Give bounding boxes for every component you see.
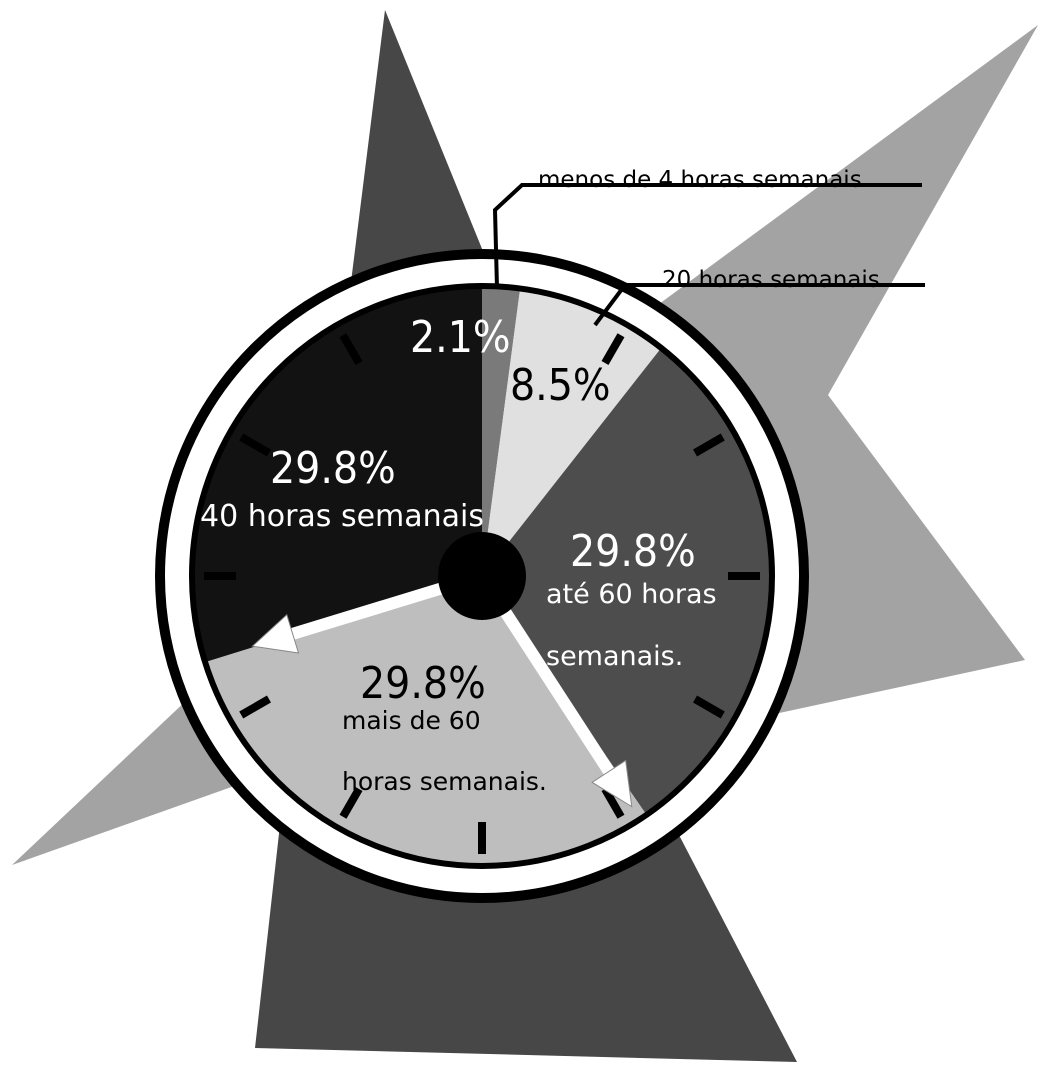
slice-value-label: 29.8% bbox=[360, 658, 486, 709]
clock-tick bbox=[339, 333, 363, 365]
callout-label: menos de 4 horas semanais bbox=[538, 167, 862, 193]
clock-hand-arrowhead bbox=[591, 759, 633, 808]
slice-label: 40 horas semanais bbox=[200, 499, 484, 534]
pie-slice bbox=[482, 288, 662, 576]
slice-value-label: 29.8% bbox=[570, 526, 696, 577]
clock-tick bbox=[339, 787, 363, 819]
clock-ticks bbox=[204, 333, 760, 854]
clock-face-outline bbox=[189, 283, 775, 869]
slice-label: mais de 60 bbox=[342, 706, 481, 735]
pie-slice bbox=[205, 576, 647, 866]
slice-label: até 60 horas bbox=[546, 579, 717, 610]
clock-tick bbox=[693, 695, 725, 719]
clock-tick bbox=[601, 787, 625, 819]
clock-hub bbox=[438, 532, 526, 620]
callout-leader-line bbox=[492, 183, 922, 289]
callout-leader-line bbox=[593, 283, 925, 327]
clock-tick bbox=[693, 433, 725, 457]
slice-value-label: 8.5% bbox=[510, 360, 611, 411]
slice-label: semanais. bbox=[546, 641, 683, 672]
slice-value-label: 29.8% bbox=[270, 443, 396, 494]
slice-label: horas semanais. bbox=[342, 767, 547, 796]
callout-label: 20 horas semanais bbox=[662, 267, 880, 293]
slice-value-label: 2.1% bbox=[410, 312, 511, 363]
clock-tick bbox=[601, 333, 625, 365]
pie-slice bbox=[191, 286, 482, 663]
pie-slice bbox=[482, 286, 521, 576]
clock-tick bbox=[239, 433, 271, 457]
clock-tick bbox=[239, 695, 271, 719]
clock-hand-arrowhead bbox=[251, 613, 300, 654]
